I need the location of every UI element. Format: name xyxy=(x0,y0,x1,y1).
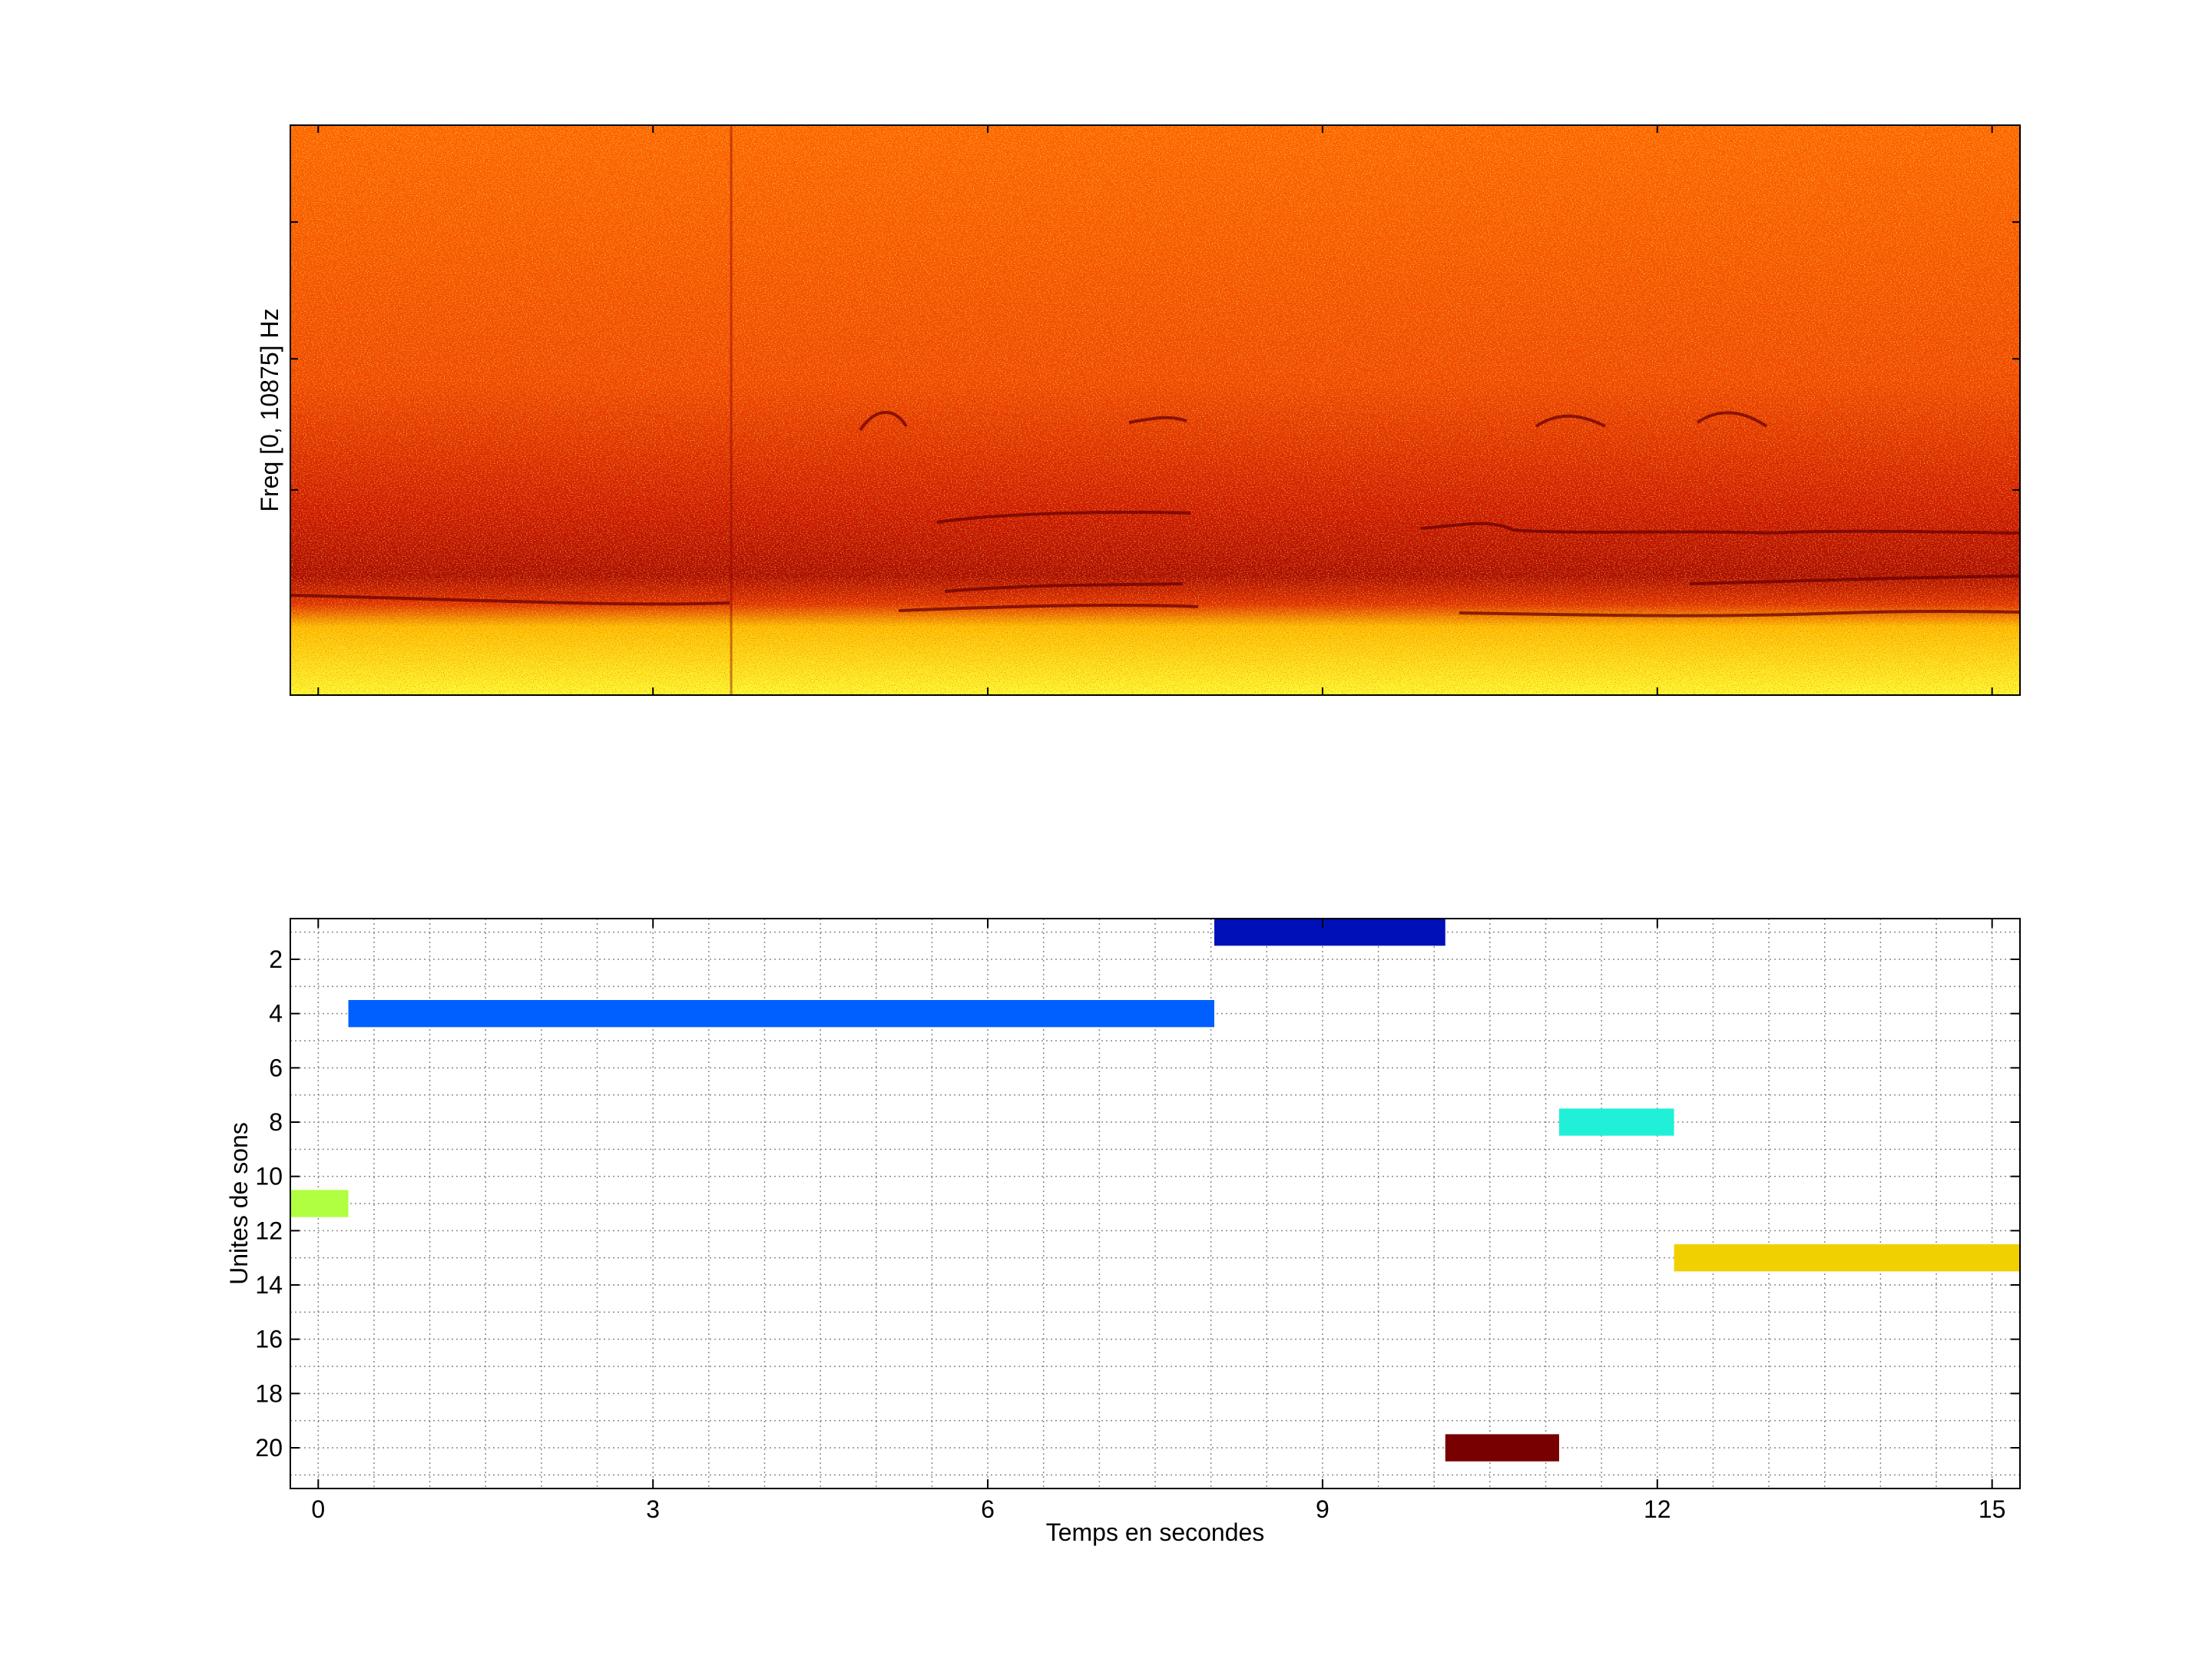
units-frame xyxy=(290,918,2021,1489)
units-x-label: Temps en secondes xyxy=(1046,1518,1265,1546)
units-y-tick-label: 10 xyxy=(255,1163,283,1190)
units-grid xyxy=(290,919,2020,1488)
units-x-tick-label: 9 xyxy=(1316,1495,1330,1523)
units-y-tick-label: 16 xyxy=(255,1326,283,1353)
units-y-tick-label: 2 xyxy=(269,945,283,973)
spectrogram-ticks xyxy=(290,125,2020,695)
units-y-tick-label: 8 xyxy=(269,1108,283,1136)
sound-unit-segment xyxy=(1214,919,1445,946)
spectrogram-y-label: Freq [0, 10875] Hz xyxy=(256,308,283,512)
spectrogram-dark-noise xyxy=(290,125,2020,695)
units-x-tick-label: 15 xyxy=(1979,1495,2006,1523)
units-y-tick-label: 6 xyxy=(269,1054,283,1081)
units-x-tick-label: 12 xyxy=(1644,1495,1671,1523)
spectrogram-panel: Freq [0, 10875] Hz xyxy=(256,124,2021,696)
spectrogram-traces xyxy=(290,410,2021,618)
spectrogram-frame xyxy=(290,124,2021,696)
units-x-tick-label: 0 xyxy=(311,1495,325,1523)
units-y-tick-label: 14 xyxy=(255,1271,283,1299)
sound-unit-segment xyxy=(1558,1108,1674,1136)
units-segments xyxy=(290,919,2020,1462)
units-x-tick-label: 3 xyxy=(646,1495,660,1523)
units-x-tick-label: 6 xyxy=(981,1495,995,1523)
units-y-tick-label: 4 xyxy=(269,1000,283,1028)
sound-units-panel: 0 3 6 9 12 15 2 4 6 8 10 12 14 16 18 20 Temps en second… xyxy=(225,918,2021,1546)
units-y-tick-label: 18 xyxy=(255,1379,283,1407)
units-y-tick-label: 20 xyxy=(255,1434,283,1462)
sound-unit-segment xyxy=(1674,1244,2020,1272)
sound-unit-segment xyxy=(348,1000,1215,1028)
units-y-tick-label: 12 xyxy=(255,1217,283,1244)
sound-unit-segment xyxy=(290,1190,349,1217)
sound-unit-segment xyxy=(1445,1434,1559,1462)
units-ticks: 0 3 6 9 12 15 2 4 6 8 10 12 14 16 18 20 xyxy=(255,919,2020,1523)
units-y-label: Unites de sons xyxy=(225,1122,253,1285)
